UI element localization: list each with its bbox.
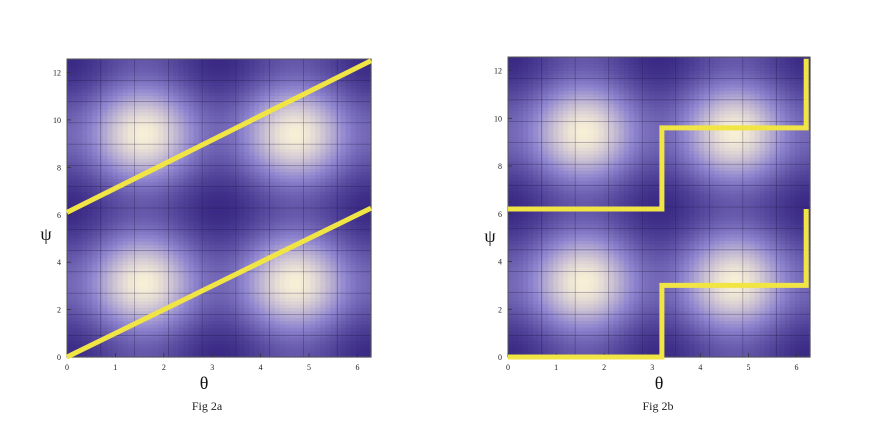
heatmap-cells	[67, 59, 372, 358]
y-tick-label: 2	[57, 306, 61, 315]
x-tick-label: 6	[355, 363, 359, 372]
y-tick-label: 10	[494, 114, 502, 123]
y-tick-label: 4	[498, 258, 502, 267]
heatmap-cells	[508, 57, 811, 358]
x-tick-label: 4	[698, 363, 702, 372]
y-tick-label: 8	[498, 162, 502, 171]
x-tick-label: 1	[554, 363, 558, 372]
trajectory-path-2	[508, 58, 809, 212]
x-tick-label: 4	[259, 363, 263, 372]
trajectory-path-1	[65, 205, 373, 360]
grid	[508, 57, 810, 357]
x-tick-label: 2	[162, 363, 166, 372]
x-tick-label: 5	[307, 363, 311, 372]
x-tick-label: 6	[795, 363, 799, 372]
y-tick-label: 0	[498, 353, 502, 362]
x-axis-label: θ	[655, 373, 664, 393]
x-tick-label: 5	[746, 363, 750, 372]
x-tick-label: 0	[65, 363, 69, 372]
trajectory-paths	[508, 58, 809, 360]
y-tick-label: 12	[494, 67, 502, 76]
y-tick-label: 0	[57, 353, 61, 362]
y-axis-label: ψ	[484, 226, 496, 246]
x-tick-label: 2	[602, 363, 606, 372]
x-axis-label: θ	[200, 373, 209, 393]
figure-2a: 0 1 2 3 4 5 6 0 2 4 6 8 10 12 θ ψ Fig 2a	[0, 0, 420, 437]
y-tick-label: 6	[57, 211, 61, 220]
trajectory-path-2	[65, 58, 373, 215]
y-tick-label: 8	[57, 163, 61, 172]
x-tick-label: 3	[210, 363, 214, 372]
y-tick-label: 4	[57, 258, 61, 267]
trajectory-path-1	[508, 209, 809, 360]
figure-caption: Fig 2a	[192, 399, 223, 413]
x-tick-label: 0	[506, 363, 510, 372]
y-tick-label: 12	[53, 69, 61, 78]
y-tick-label: 10	[53, 116, 61, 125]
x-tick-label: 3	[650, 363, 654, 372]
y-axis-label: ψ	[40, 224, 52, 244]
y-tick-label: 6	[498, 210, 502, 219]
x-tick-label: 1	[113, 363, 117, 372]
trajectory-paths	[65, 58, 373, 360]
figure-2b: 0 1 2 3 4 5 6 0 2 4 6 8 10 12 θ ψ Fig 2b	[436, 0, 856, 437]
y-tick-label: 2	[498, 305, 502, 314]
plot-frame	[66, 58, 372, 358]
figure-caption: Fig 2b	[642, 399, 673, 413]
